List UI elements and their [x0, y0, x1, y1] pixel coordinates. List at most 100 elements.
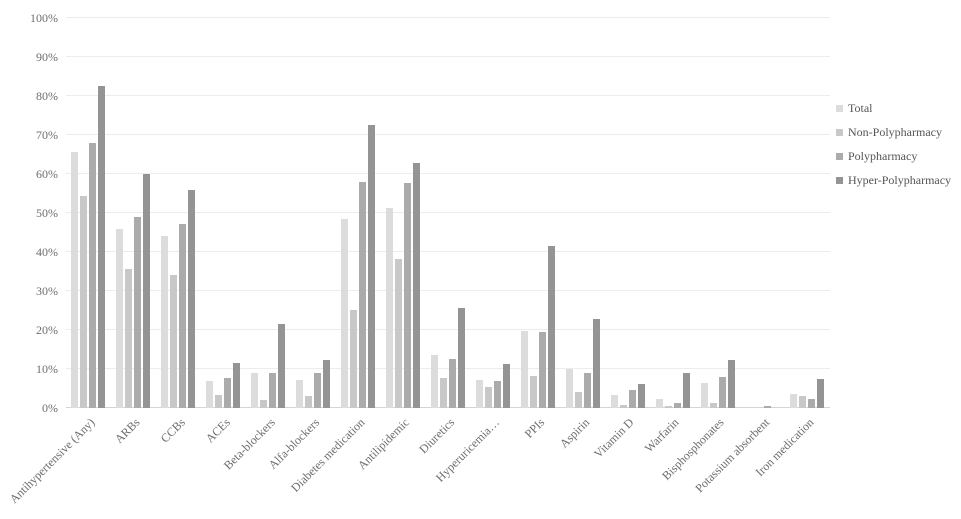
legend-swatch-hyper-polypharmacy — [836, 177, 843, 184]
category-group: Bisphosphonates — [659, 18, 740, 483]
bar — [233, 363, 241, 408]
x-tick-label: PPIs — [521, 415, 548, 441]
bar — [206, 381, 214, 408]
bar — [790, 393, 798, 408]
category-group: Antihypertensive (Any) — [7, 18, 111, 506]
bar — [799, 396, 807, 408]
gridline — [66, 173, 830, 174]
gridlines — [66, 17, 830, 408]
bar — [341, 218, 349, 408]
bar — [116, 228, 124, 408]
bar — [350, 310, 358, 408]
bar — [386, 208, 394, 408]
y-tick-label: 20% — [36, 323, 58, 337]
category-group: Potassium absorbent — [692, 18, 785, 495]
y-tick-label: 90% — [36, 50, 58, 64]
bar — [628, 390, 636, 408]
bar — [260, 400, 268, 408]
bar — [592, 319, 600, 408]
bar — [439, 377, 447, 408]
category-group: Diabetes medication — [288, 18, 381, 495]
bar — [278, 323, 286, 408]
bar — [430, 354, 438, 408]
bar — [413, 163, 421, 408]
bar — [709, 403, 717, 408]
bar — [224, 378, 232, 408]
y-tick-label: 70% — [36, 128, 58, 142]
bar — [305, 395, 313, 408]
bar — [368, 125, 376, 408]
legend-swatch-polypharmacy — [836, 153, 843, 160]
category-group: ACEs — [201, 18, 246, 445]
bar — [251, 373, 259, 408]
bar — [610, 394, 618, 408]
gridline — [66, 329, 830, 330]
legend-swatch-non-polypharmacy — [836, 129, 843, 136]
category-group: CCBs — [156, 18, 201, 445]
y-tick-label: 60% — [36, 167, 58, 181]
bar — [80, 195, 88, 408]
bar — [395, 258, 403, 408]
gridline — [66, 17, 830, 18]
gridline — [66, 212, 830, 213]
bar — [359, 181, 367, 408]
y-tick-label: 80% — [36, 89, 58, 103]
legend-item-non-polypharmacy: Non-Polypharmacy — [836, 125, 951, 140]
y-axis: 0% 10% 20% 30% 40% 50% 60% 70% 80% 90% 100% — [0, 12, 58, 414]
bar — [296, 379, 304, 408]
legend-item-polypharmacy: Polypharmacy — [836, 149, 951, 164]
bar — [727, 360, 735, 408]
bar — [529, 375, 537, 408]
y-tick-label: 10% — [36, 362, 58, 376]
x-tick-label: Antihypertensive (Any) — [6, 415, 98, 507]
bar — [583, 372, 591, 408]
bar — [143, 174, 151, 408]
y-tick-label: 50% — [36, 206, 58, 220]
bar — [269, 372, 277, 408]
x-tick-label: Vitamin D — [591, 415, 637, 461]
bar — [763, 406, 771, 408]
legend-label-hyper-polypharmacy: Hyper-Polypharmacy — [848, 173, 952, 187]
gridline — [66, 251, 830, 252]
bar — [215, 394, 223, 408]
bar — [538, 332, 546, 408]
category-group: Warfarin — [642, 18, 695, 455]
legend-item-total: Total — [836, 101, 951, 116]
bar — [817, 379, 825, 408]
bar — [188, 189, 196, 408]
bar — [323, 360, 331, 408]
bar — [520, 330, 528, 408]
legend-swatch-total — [836, 105, 843, 112]
x-tick-label: ACEs — [202, 415, 233, 446]
category-group: Alfa-blockers — [266, 18, 336, 472]
bar — [700, 383, 708, 408]
gridline — [66, 368, 830, 369]
category-group: Vitamin D — [591, 18, 650, 461]
bar — [673, 402, 681, 408]
bar — [134, 216, 142, 408]
category-group: Aspirin — [557, 18, 605, 451]
bar — [71, 152, 79, 408]
category-group: Iron medication — [753, 18, 830, 479]
bar — [565, 369, 573, 408]
legend: Total Non-Polypharmacy Polypharmacy Hype… — [836, 101, 951, 188]
bar-groups: Antihypertensive (Any) ARBs CCBs ACEs Beta-b… — [7, 18, 830, 506]
bar — [448, 358, 456, 408]
bar — [718, 377, 726, 408]
bar — [619, 405, 627, 408]
plot-area: Antihypertensive (Any) ARBs CCBs ACEs Beta-b… — [7, 17, 830, 506]
bar — [664, 406, 672, 408]
x-tick-label: Warfarin — [642, 415, 682, 456]
bar — [808, 398, 816, 408]
y-tick-label: 40% — [36, 245, 58, 259]
category-group: ARBs — [111, 18, 156, 446]
bar — [547, 245, 555, 408]
x-tick-label: Aspirin — [556, 415, 592, 451]
category-group: Diuretics — [416, 18, 471, 456]
category-group: Antilipidemic — [355, 18, 426, 472]
gridline — [66, 290, 830, 291]
bar — [98, 85, 106, 408]
x-tick-label: ARBs — [111, 415, 143, 446]
bar — [574, 391, 582, 408]
